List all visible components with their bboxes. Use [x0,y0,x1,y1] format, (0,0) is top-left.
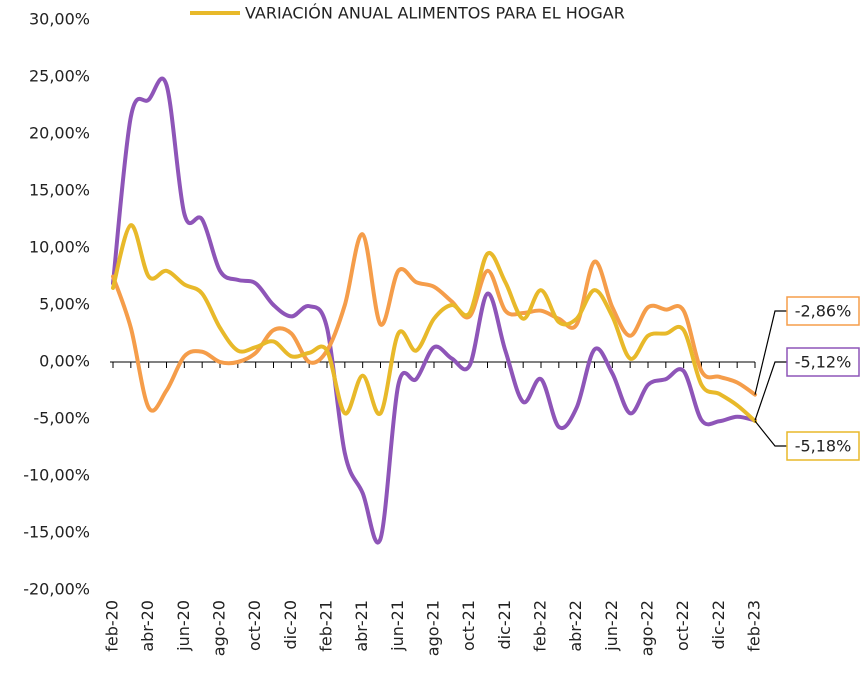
y-tick-label: -20,00% [23,580,90,599]
x-tick-label: abr-22 [566,600,585,652]
x-tick-label: oct-20 [245,600,264,651]
x-tick-label: feb-21 [317,600,336,652]
x-tick-label: dic-22 [709,600,728,650]
series-line [111,223,757,424]
x-tick-label: ago-20 [210,600,229,656]
y-tick-label: 20,00% [29,124,90,143]
x-tick-label: jun-22 [602,600,621,652]
value-label-box [786,347,860,377]
value-label: -5,18% [795,437,852,456]
value-label: -2,86% [795,302,852,321]
label-connector [754,361,787,421]
series-line [111,76,757,545]
y-tick-label: 10,00% [29,238,90,257]
series-line [111,232,757,413]
legend-label: VARIACIÓN ANUAL ALIMENTOS PARA EL HOGAR [245,4,625,23]
y-tick-label: 0,00% [39,352,90,371]
x-tick-label: jun-20 [174,600,193,652]
label-connector [754,420,787,447]
x-tick-label: dic-21 [495,600,514,650]
y-tick-label: 5,00% [39,295,90,314]
value-label: -5,12% [795,353,852,372]
y-tick-label: 15,00% [29,181,90,200]
y-tick-label: 25,00% [29,67,90,86]
y-tick-label: -10,00% [23,466,90,485]
x-tick-label: abr-21 [352,600,371,652]
value-label-box [786,296,860,326]
x-tick-label: dic-20 [281,600,300,650]
y-tick-label: -5,00% [33,409,90,428]
x-tick-label: ago-22 [638,600,657,656]
x-tick-label: feb-20 [103,600,122,652]
label-connector [754,310,787,395]
x-tick-label: feb-22 [531,600,550,652]
value-label-box [786,431,860,461]
y-tick-label: -15,00% [23,523,90,542]
x-tick-label: oct-21 [459,600,478,651]
x-tick-label: jun-21 [388,600,407,652]
x-tick-label: feb-23 [745,600,764,652]
x-tick-label: oct-22 [673,600,692,651]
y-tick-label: 30,00% [29,10,90,29]
x-tick-label: abr-20 [138,600,157,652]
x-tick-label: ago-21 [424,600,443,656]
